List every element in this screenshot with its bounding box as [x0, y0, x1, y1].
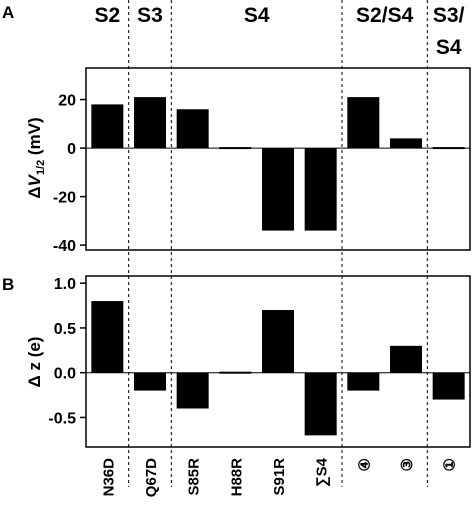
x-category-label: S85R — [186, 458, 203, 496]
panel-b-bar-Q67D — [134, 372, 166, 391]
panel-b-y-ticks: 1.0 0.5 0.0 -0.5 — [48, 276, 86, 427]
panel-a: ΔV1/2 (mV) 20 0 -20 -40 — [25, 67, 471, 255]
panel-b-bar-③ — [390, 345, 422, 373]
panel-a-bar-③ — [390, 138, 422, 149]
panel-a-bar-Q67D — [134, 97, 166, 149]
x-category-labels: N36D Q67D S85R H88R S91R ∑S4 ④ ③ ① — [100, 457, 458, 497]
panel-b-y-tick-label: 1.0 — [54, 276, 76, 293]
panel-a-bar-① — [432, 147, 465, 150]
panel-label-b: B — [2, 275, 14, 294]
segment-label-line2: S4 — [436, 36, 462, 59]
x-category-label: S91R — [271, 458, 288, 496]
segment-label: S3 — [137, 4, 163, 27]
panel-b-bars — [86, 301, 470, 436]
x-category-label: N36D — [100, 458, 117, 497]
panel-a-bar-H88R — [219, 147, 252, 150]
panel-b-bar-S91R — [262, 310, 294, 373]
x-category-label: ④ — [356, 458, 373, 471]
panel-a-bar-④ — [347, 97, 380, 149]
panel-b-y-tick-label: 0.5 — [54, 321, 76, 338]
panel-b-bar-∑S4 — [304, 372, 337, 436]
panel-b-y-axis-label: Δ z (e) — [25, 337, 44, 388]
panel-b-bar-N36D — [91, 301, 124, 373]
panel-a-y-axis-label: ΔV1/2 (mV) — [25, 117, 47, 198]
panel-b-frame — [85, 275, 471, 448]
segment-header: S2 S3 S4 S2/S4 S3/S4 — [94, 4, 464, 59]
panel-a-frame — [85, 67, 471, 251]
panel-a-y-tick-label: 0 — [67, 141, 76, 158]
x-category-label: ∑S4 — [314, 457, 331, 487]
panel-a-bar-∑S4 — [304, 148, 337, 231]
panel-a-y-ticks: 20 0 -20 -40 — [53, 93, 86, 255]
panel-a-bars — [86, 97, 470, 231]
panel-label-a: A — [2, 3, 14, 22]
panel-b-bar-H88R — [219, 371, 252, 374]
panel-a-y-tick-label: -40 — [53, 238, 76, 255]
panel-a-bar-S91R — [262, 148, 294, 231]
panel-b-bar-① — [432, 372, 465, 400]
segment-dividers — [128, 0, 428, 487]
panel-b-bar-S85R — [176, 372, 209, 409]
segment-label: S2/S4 — [356, 4, 414, 27]
panel-b-y-tick-label: -0.5 — [48, 410, 76, 427]
panel-a-y-tick-label: 20 — [58, 93, 76, 110]
x-category-label: H88R — [228, 458, 245, 497]
panel-b-bar-④ — [347, 372, 380, 391]
segment-label: S4 — [244, 4, 270, 27]
panel-a-bar-S85R — [176, 109, 209, 149]
x-category-label: ③ — [399, 458, 416, 471]
segment-label: S2 — [94, 4, 120, 27]
panel-a-bar-N36D — [91, 104, 124, 149]
x-category-label: ① — [442, 458, 459, 471]
x-category-label: Q67D — [143, 458, 160, 497]
panel-a-y-tick-label: -20 — [53, 190, 76, 207]
panel-b: Δ z (e) 1.0 0.5 0.0 -0.5 — [25, 275, 471, 448]
segment-label: S3/ — [433, 4, 465, 27]
panel-b-y-tick-label: 0.0 — [54, 366, 76, 383]
